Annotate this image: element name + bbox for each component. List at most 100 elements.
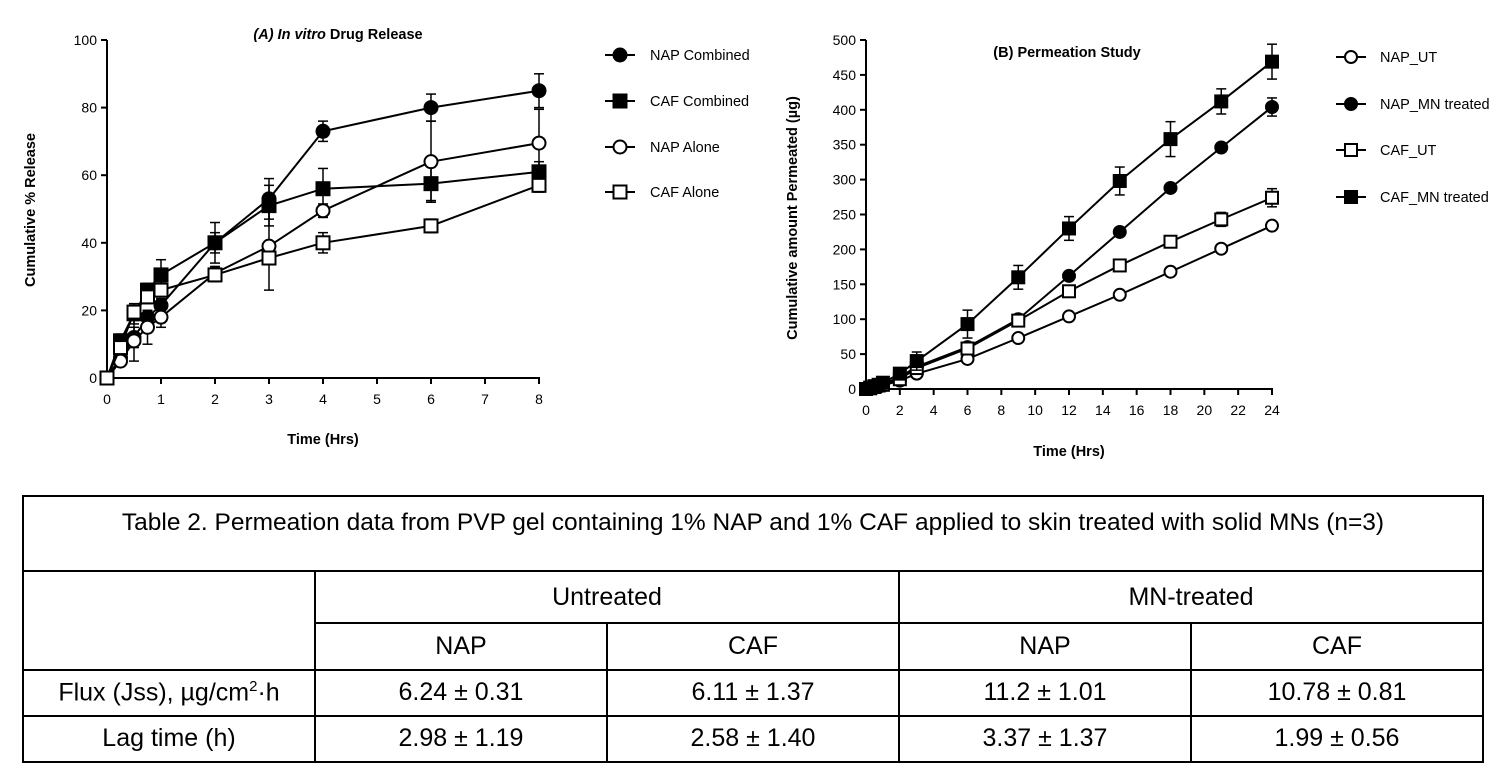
- cell-lag-mn-nap: 3.37 ± 1.37: [898, 714, 1192, 764]
- data-point: [153, 309, 169, 325]
- x-tick-label: 22: [1230, 402, 1246, 418]
- cell-flux-untreated-nap: 6.24 ± 0.31: [314, 668, 608, 717]
- data-point: [1214, 94, 1229, 109]
- data-point: [1214, 140, 1229, 155]
- series-caf-mn-treated: [859, 43, 1279, 396]
- y-tick-label: 250: [833, 207, 857, 223]
- legend-entry: NAP Alone: [605, 139, 720, 156]
- data-point: [1214, 212, 1229, 227]
- y-tick-label: 200: [833, 241, 857, 257]
- row-label-flux-text: Flux (Jss), µg/cm: [58, 678, 250, 707]
- y-tick-label: 150: [833, 276, 857, 292]
- data-point: [960, 341, 975, 356]
- x-tick-label: 24: [1264, 402, 1280, 418]
- x-tick-label: 0: [103, 391, 111, 407]
- data-point: [99, 370, 115, 386]
- cell-flux-untreated-caf: 6.11 ± 1.37: [606, 668, 900, 717]
- row-label-flux: Flux (Jss), µg/cm2·h: [22, 668, 316, 717]
- cell-flux-mn-caf: 10.78 ± 0.81: [1190, 668, 1484, 717]
- data-point: [1163, 180, 1178, 195]
- legend-marker: [1344, 97, 1358, 111]
- data-point: [126, 333, 142, 349]
- legend-label: CAF Alone: [650, 185, 719, 201]
- data-point: [1011, 331, 1026, 346]
- legend-marker: [1344, 190, 1358, 204]
- legend-marker: [612, 47, 628, 63]
- data-point: [892, 366, 907, 381]
- data-point: [1112, 287, 1127, 302]
- legend-marker: [612, 184, 628, 200]
- cell-lag-untreated-caf: 2.58 ± 1.40: [606, 714, 900, 764]
- data-point: [1011, 313, 1026, 328]
- data-point: [1062, 268, 1076, 283]
- y-tick-label: 40: [81, 235, 97, 251]
- data-point: [531, 177, 547, 193]
- legend-marker: [1344, 143, 1358, 157]
- data-point: [423, 154, 439, 170]
- cell-lag-untreated-nap: 2.98 ± 1.19: [314, 714, 608, 764]
- chart-title-italic: (A) In vitro: [253, 27, 326, 43]
- row-label-flux-tail: ·h: [257, 678, 280, 707]
- y-tick-label: 80: [81, 100, 97, 116]
- data-point: [1112, 173, 1127, 188]
- legend-label: NAP_MN treated: [1380, 97, 1490, 113]
- legend-entry: NAP Combined: [605, 47, 750, 64]
- x-tick-label: 18: [1163, 402, 1179, 418]
- data-point: [1011, 270, 1026, 285]
- data-point: [315, 123, 331, 139]
- series-line: [106, 184, 540, 379]
- x-axis-label: Time (Hrs): [287, 432, 359, 448]
- x-tick-label: 2: [896, 402, 904, 418]
- y-axis-label: Cumulative % Release: [23, 133, 39, 287]
- legend-marker: [612, 139, 628, 155]
- legend-entry: CAF Alone: [605, 184, 719, 201]
- y-tick-label: 0: [89, 370, 97, 386]
- data-point: [1265, 190, 1279, 205]
- data-point: [315, 235, 331, 251]
- data-point: [153, 282, 169, 298]
- y-tick-label: 100: [833, 311, 857, 327]
- data-point: [1214, 241, 1229, 256]
- y-axis-label: Cumulative amount Permeated (µg): [785, 96, 801, 340]
- y-tick-label: 400: [833, 102, 857, 118]
- x-tick-label: 7: [481, 391, 489, 407]
- cell-flux-mn-nap: 11.2 ± 1.01: [898, 668, 1192, 717]
- legend-entry: CAF_UT: [1336, 143, 1437, 159]
- x-tick-label: 12: [1061, 402, 1077, 418]
- table-corner-cell: [22, 570, 316, 671]
- row-label-lag-time: Lag time (h): [22, 714, 316, 764]
- data-point: [1265, 100, 1279, 115]
- data-point: [1163, 234, 1178, 249]
- data-point: [960, 317, 975, 332]
- x-tick-label: 6: [964, 402, 972, 418]
- data-point: [1062, 309, 1076, 324]
- legend-label: CAF Combined: [650, 94, 749, 110]
- y-tick-label: 50: [840, 346, 856, 362]
- data-point: [1112, 258, 1127, 273]
- x-tick-label: 4: [319, 391, 327, 407]
- x-tick-label: 14: [1095, 402, 1111, 418]
- legend-entry: CAF Combined: [605, 93, 749, 110]
- data-point: [1265, 54, 1279, 69]
- y-tick-label: 60: [81, 167, 97, 183]
- data-point: [140, 319, 155, 335]
- data-point: [126, 304, 142, 320]
- legend-entry: CAF_MN treated: [1336, 190, 1489, 206]
- row-label-flux-superscript: 2: [249, 678, 258, 696]
- table-row-lag-time: Lag time (h) 2.98 ± 1.19 2.58 ± 1.40 3.3…: [22, 714, 1484, 764]
- y-tick-label: 100: [74, 32, 98, 48]
- chart-title: (B) Permeation Study: [993, 45, 1140, 61]
- x-tick-label: 5: [373, 391, 381, 407]
- x-tick-label: 2: [211, 391, 219, 407]
- cell-lag-mn-caf: 1.99 ± 0.56: [1190, 714, 1484, 764]
- chart-title: (A) In vitro Drug Release: [253, 27, 422, 43]
- data-point: [531, 135, 547, 151]
- data-point: [1062, 221, 1076, 236]
- y-tick-label: 20: [81, 302, 97, 318]
- x-tick-label: 0: [862, 402, 870, 418]
- data-point: [153, 267, 169, 283]
- group-header-mn-treated: MN-treated: [898, 570, 1484, 625]
- legend-marker: [612, 93, 628, 109]
